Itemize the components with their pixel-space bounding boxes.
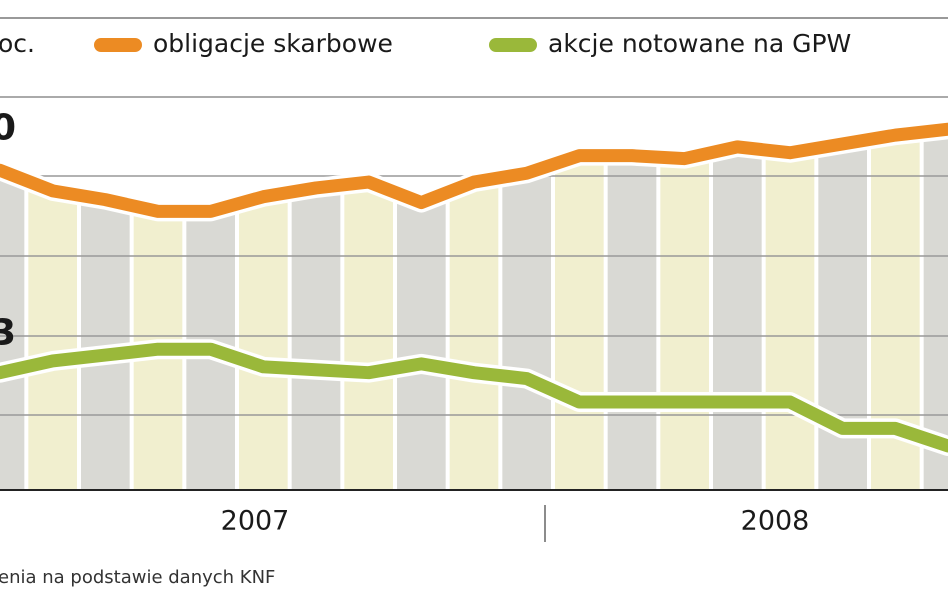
year-label: 2007 xyxy=(221,506,290,537)
upper-mask xyxy=(0,97,948,212)
series-line xyxy=(0,122,948,218)
source: enia na podstawie danych KNF xyxy=(0,567,275,588)
legend-label: akcje notowane na GPW xyxy=(548,29,851,58)
series-line xyxy=(0,342,948,453)
column-bands xyxy=(0,97,948,490)
legend-label: obligacje skarbowe xyxy=(153,29,393,58)
year-label: 2008 xyxy=(741,506,810,537)
column-band xyxy=(923,97,948,490)
y-tick-label: 3 xyxy=(0,313,16,354)
column-band xyxy=(713,97,762,490)
unit-label: oc. xyxy=(0,29,35,58)
y-tick-label: 0 xyxy=(0,107,16,148)
